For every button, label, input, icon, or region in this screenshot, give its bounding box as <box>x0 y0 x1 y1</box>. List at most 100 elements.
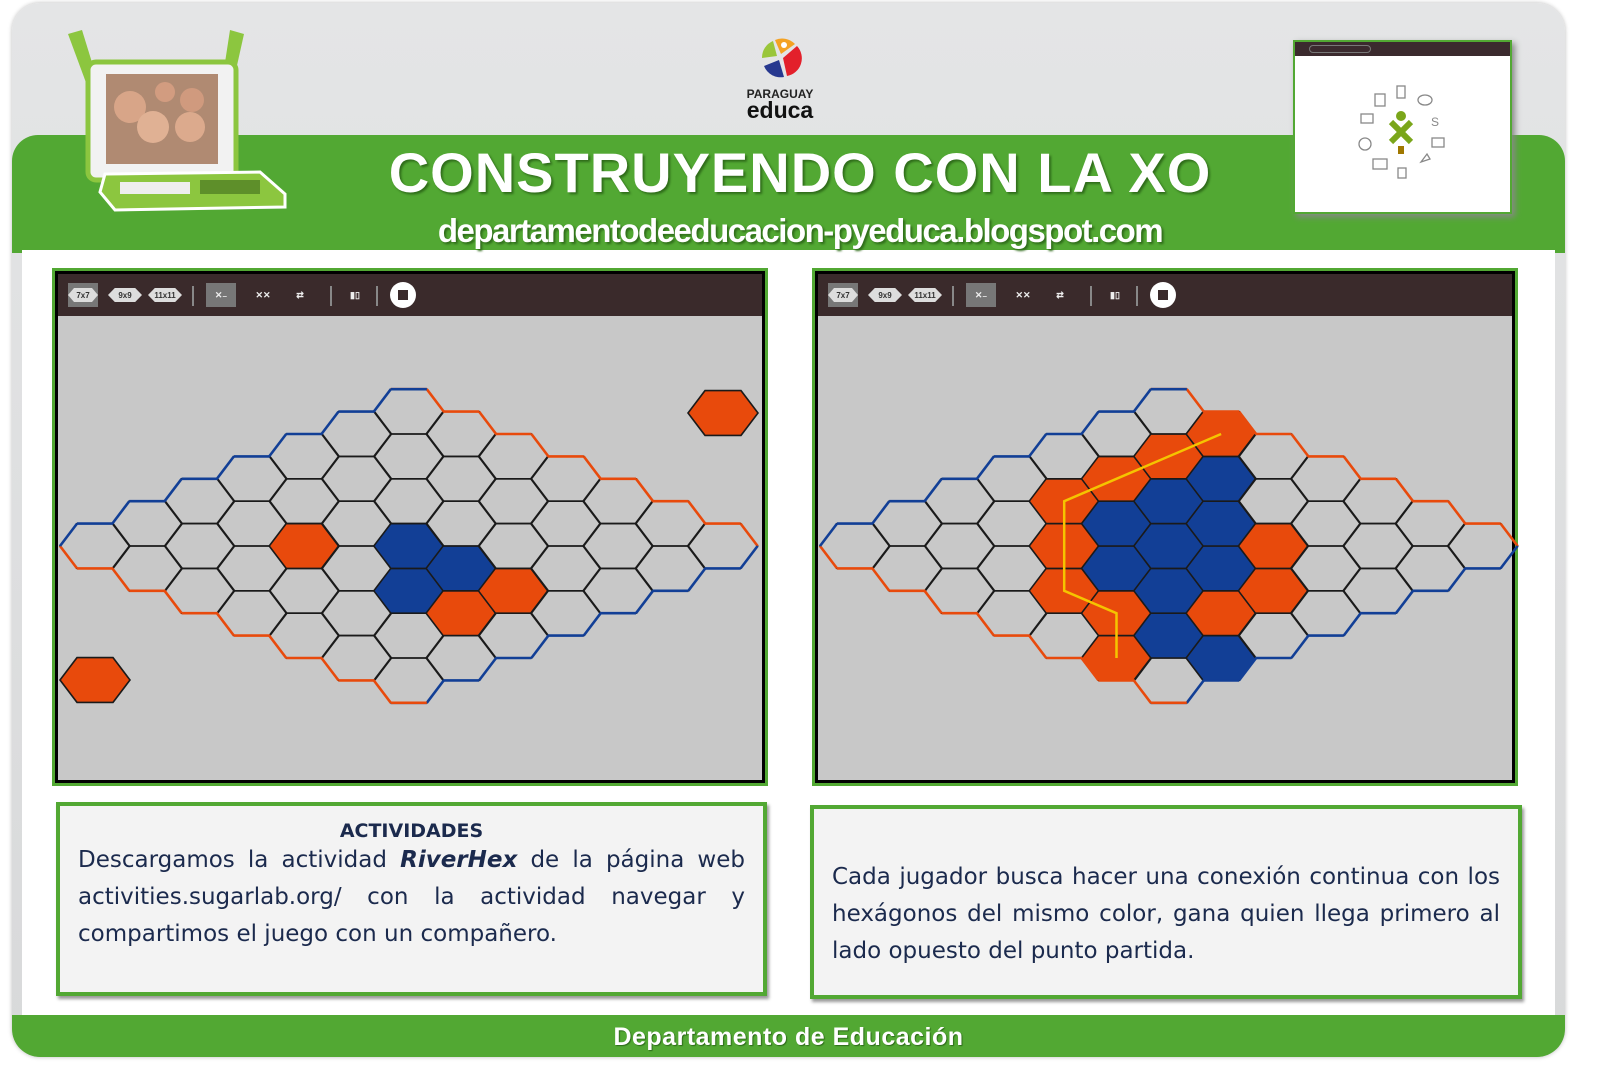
hex-board-area <box>58 316 762 780</box>
board-edge <box>1342 612 1362 637</box>
toolbar-separator <box>376 286 378 306</box>
board-edge <box>582 612 602 637</box>
hex-cell[interactable] <box>320 455 393 502</box>
board-edge <box>1238 410 1258 435</box>
hex-cell[interactable] <box>425 455 498 502</box>
swap-button[interactable]: ⇄ <box>1048 283 1072 307</box>
board-9x9-button[interactable]: 9x9 <box>868 283 902 307</box>
two-players-icon: ✕✕ <box>255 289 271 300</box>
toolbar-separator <box>192 286 194 306</box>
sugar-home-screenshot: S <box>1293 40 1512 214</box>
board-11x11-icon: 11x11 <box>148 288 182 302</box>
board-edge <box>871 500 891 525</box>
board-edge <box>372 388 392 413</box>
single-player-icon: ✕₋ <box>974 289 988 300</box>
share-button[interactable]: ▮▯ <box>343 283 367 307</box>
board-borders <box>818 387 1519 705</box>
hex-cell[interactable] <box>372 433 445 480</box>
board-edge <box>1132 679 1152 704</box>
board-edge <box>530 634 550 659</box>
single-player-button[interactable]: ✕₋ <box>966 283 996 307</box>
board-11x11-button[interactable]: 11x11 <box>148 283 182 307</box>
page-title: CONSTRUYENDO CON LA XO <box>388 141 1212 204</box>
hex-cell[interactable] <box>529 500 602 547</box>
hex-cell[interactable] <box>923 522 996 570</box>
board-7x7-button[interactable]: 7x7 <box>828 283 858 307</box>
swap-icon: ⇄ <box>296 289 304 300</box>
swap-button[interactable]: ⇄ <box>288 283 312 307</box>
hex-board <box>58 387 760 705</box>
hex-cell[interactable] <box>163 522 236 570</box>
hex-cell[interactable] <box>1341 522 1415 570</box>
board-edge <box>372 679 392 704</box>
board-edge <box>163 478 183 502</box>
hex-cell[interactable] <box>268 567 341 615</box>
hex-cell[interactable] <box>372 478 445 525</box>
board-edge <box>58 545 79 570</box>
board-7x7-icon: 7x7 <box>828 288 858 302</box>
board-edge <box>478 657 498 682</box>
board-edge <box>1080 657 1100 682</box>
board-edge <box>1185 388 1205 413</box>
stop-icon <box>390 282 416 308</box>
board-edge <box>739 545 759 570</box>
two-players-button[interactable]: ✕✕ <box>1008 283 1038 307</box>
board-edge <box>1394 590 1415 614</box>
board-edge <box>818 522 839 547</box>
hex-cell[interactable] <box>268 478 341 525</box>
stop-button[interactable] <box>1148 282 1178 308</box>
activities-text: Descargamos la actividad RiverHex de la … <box>60 842 763 953</box>
hex-cell[interactable] <box>477 478 550 525</box>
toolbar-separator <box>1090 286 1092 306</box>
rules-panel: Cada jugador busca hacer una conexión co… <box>810 805 1522 999</box>
share-button[interactable]: ▮▯ <box>1103 283 1127 307</box>
logo-line1: PARAGUAY <box>746 87 814 101</box>
board-edge <box>634 478 655 502</box>
board-edge <box>1394 478 1415 502</box>
riverhex-screenshot-left: 7x7 9x9 11x11 ✕₋ ✕✕ ⇄ ▮▯ <box>52 268 768 786</box>
board-edge <box>1028 634 1048 659</box>
toolbar-separator <box>1136 286 1138 306</box>
board-edge <box>1028 433 1048 458</box>
board-9x9-icon: 9x9 <box>108 288 142 302</box>
board-edge <box>111 567 131 592</box>
rules-text: Cada jugador busca hacer una conexión co… <box>832 864 1500 964</box>
two-players-button[interactable]: ✕✕ <box>248 283 278 307</box>
xo-laptop-image <box>60 22 290 217</box>
board-edge <box>478 410 498 435</box>
turn-indicator-hex <box>58 656 132 704</box>
board-edge <box>425 679 445 704</box>
board-9x9-button[interactable]: 9x9 <box>108 283 142 307</box>
blog-url: departamentodeeducacion-pyeduca.blogspot… <box>437 212 1164 249</box>
board-edge <box>1080 410 1100 435</box>
activity-toolbar: 7x7 9x9 11x11 ✕₋ ✕✕ ⇄ ▮▯ <box>58 274 762 316</box>
activities-panel: ACTIVIDADES Descargamos la actividad Riv… <box>56 802 767 996</box>
stop-button[interactable] <box>388 282 418 308</box>
board-edge <box>320 657 340 682</box>
board-7x7-button[interactable]: 7x7 <box>68 283 98 307</box>
board-edge <box>871 567 891 592</box>
sugar-frame-bar <box>1295 42 1510 56</box>
footer-band: Departamento de Educación <box>12 1015 1565 1057</box>
board-11x11-icon: 11x11 <box>908 288 942 302</box>
board-edge <box>530 433 550 458</box>
hex-board-area <box>818 316 1519 780</box>
board-edge <box>215 612 235 637</box>
board-edge <box>687 500 707 525</box>
share-icon: ▮▯ <box>350 289 360 300</box>
board-edge <box>1290 634 1310 659</box>
board-edge <box>923 478 943 502</box>
board-borders <box>58 387 759 705</box>
board-edge <box>1185 679 1205 704</box>
board-edge <box>687 567 707 592</box>
board-edge <box>975 455 995 480</box>
board-11x11-button[interactable]: 11x11 <box>908 283 942 307</box>
board-edge <box>425 388 445 413</box>
board-edge <box>739 522 759 547</box>
hex-cell[interactable] <box>268 522 341 570</box>
hex-cell[interactable] <box>581 522 655 570</box>
single-player-button[interactable]: ✕₋ <box>206 283 236 307</box>
board-edge <box>111 500 131 525</box>
logo-line2: educa <box>746 97 814 123</box>
board-edge <box>1499 545 1519 570</box>
